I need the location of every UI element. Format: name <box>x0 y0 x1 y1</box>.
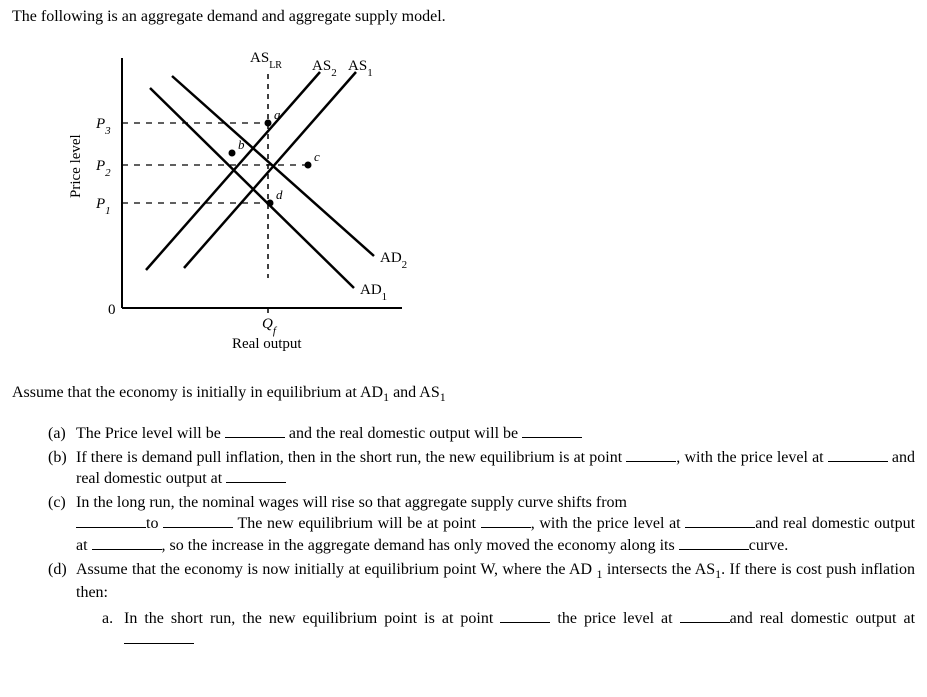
qa-d-mid: intersects the AS <box>602 561 715 578</box>
blank <box>522 424 582 438</box>
blank <box>124 630 194 644</box>
qa-dsa-mid2: and real domestic output at <box>730 610 915 627</box>
q-body-d: Assume that the economy is now initially… <box>76 559 915 651</box>
blank <box>626 447 676 461</box>
assume-prefix: Assume that the economy is initially in … <box>12 384 383 401</box>
blank <box>92 536 162 550</box>
qa-c-p6: curve. <box>749 537 789 554</box>
qa-a-mid: and the real domestic output will be <box>285 425 522 442</box>
svg-text:0: 0 <box>108 302 116 318</box>
qa-c-to: to <box>146 515 163 532</box>
q-label-c: (c) <box>48 492 76 557</box>
qa-c-p5: , so the increase in the aggregate deman… <box>162 537 679 554</box>
question-a: (a) The Price level will be and the real… <box>48 423 915 445</box>
qa-b-prefix: If there is demand pull inflation, then … <box>76 449 626 466</box>
q-label-b: (b) <box>48 447 76 490</box>
blank <box>481 514 531 528</box>
svg-text:Price level: Price level <box>68 134 84 198</box>
qa-dsa-prefix: In the short run, the new equilibrium po… <box>124 610 500 627</box>
blank <box>828 447 888 461</box>
qa-c-prefix: In the long run, the nominal wages will … <box>76 494 627 511</box>
q-body-b: If there is demand pull inflation, then … <box>76 447 915 490</box>
intro-text: The following is an aggregate demand and… <box>12 6 915 28</box>
qa-d-prefix: Assume that the economy is now initially… <box>76 561 596 578</box>
question-c: (c) In the long run, the nominal wages w… <box>48 492 915 557</box>
qa-c-p3: , with the price level at <box>531 515 686 532</box>
question-d: (d) Assume that the economy is now initi… <box>48 559 915 651</box>
svg-text:b: b <box>238 137 245 152</box>
blank <box>685 514 755 528</box>
sub-one: 1 <box>440 390 446 404</box>
qa-c-p2: The new equilibrium will be at point <box>233 515 481 532</box>
q-label-a: (a) <box>48 423 76 445</box>
sub-label-a: a. <box>102 608 124 651</box>
blank <box>226 469 286 483</box>
question-d-sub-a: a. In the short run, the new equilibrium… <box>102 608 915 651</box>
svg-text:Real output: Real output <box>232 336 302 352</box>
q-body-c: In the long run, the nominal wages will … <box>76 492 915 557</box>
qa-dsa-mid1: the price level at <box>550 610 679 627</box>
ad-as-chart: 0Price levelReal outputQfP3P2P1ASLRAS2AS… <box>62 38 442 358</box>
svg-text:c: c <box>314 149 320 164</box>
q-body-a: The Price level will be and the real dom… <box>76 423 915 445</box>
questions-list: (a) The Price level will be and the real… <box>48 423 915 651</box>
question-b: (b) If there is demand pull inflation, t… <box>48 447 915 490</box>
blank <box>163 514 233 528</box>
qa-b-mid1: , with the price level at <box>676 449 827 466</box>
blank <box>225 424 285 438</box>
svg-text:a: a <box>274 107 281 122</box>
q-label-d: (d) <box>48 559 76 651</box>
sub-body-a: In the short run, the new equilibrium po… <box>124 608 915 651</box>
assume-text: Assume that the economy is initially in … <box>12 382 915 405</box>
blank <box>500 608 550 622</box>
qa-a-prefix: The Price level will be <box>76 425 225 442</box>
blank <box>679 536 749 550</box>
assume-mid: and AS <box>389 384 440 401</box>
blank <box>76 514 146 528</box>
chart-container: 0Price levelReal outputQfP3P2P1ASLRAS2AS… <box>62 38 915 358</box>
svg-text:d: d <box>276 187 283 202</box>
blank <box>680 608 730 622</box>
